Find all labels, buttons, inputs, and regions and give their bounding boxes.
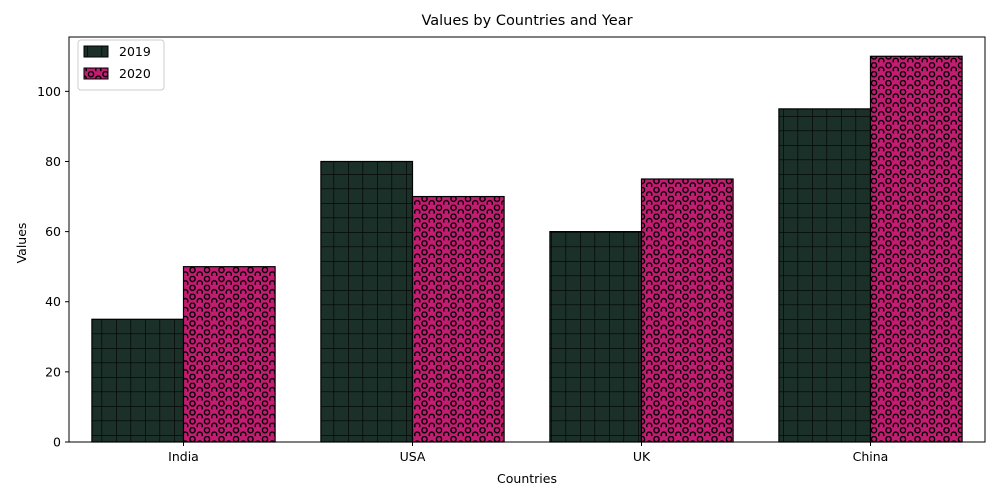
bar-2020-china xyxy=(869,55,963,443)
y-tick-label-60: 60 xyxy=(45,224,61,239)
chart-title: Values by Countries and Year xyxy=(421,13,632,29)
x-tick-label-china: China xyxy=(853,449,889,464)
y-axis-title: Values xyxy=(14,223,29,264)
y-tick-label-80: 80 xyxy=(45,154,61,169)
bar-2019-china xyxy=(778,108,872,443)
bar-2019-uk xyxy=(549,231,643,443)
plot-area: India USA UK China 0 20 40 60 80 100 xyxy=(37,36,986,464)
bar-2020-usa xyxy=(411,195,505,443)
x-tick-label-usa: USA xyxy=(400,449,426,464)
legend-label-2019: 2019 xyxy=(119,44,151,59)
legend-swatch-2019 xyxy=(83,45,109,58)
y-tick-label-20: 20 xyxy=(45,364,61,379)
y-tick-label-100: 100 xyxy=(37,84,61,99)
y-tick-label-0: 0 xyxy=(53,435,61,450)
x-axis-title: Countries xyxy=(497,471,557,486)
legend-swatch-2020 xyxy=(83,67,109,80)
bar-2020-uk xyxy=(640,178,734,443)
bar-2019-india xyxy=(91,318,185,443)
x-tick-label-india: India xyxy=(168,449,199,464)
bar-2019-usa xyxy=(320,160,414,443)
legend-label-2020: 2020 xyxy=(119,66,151,81)
x-tick-label-uk: UK xyxy=(633,449,651,464)
bar-2020-india xyxy=(182,266,276,443)
axes-frame xyxy=(68,36,986,443)
y-tick-label-40: 40 xyxy=(45,294,61,309)
legend: 2019 2020 xyxy=(77,39,165,91)
